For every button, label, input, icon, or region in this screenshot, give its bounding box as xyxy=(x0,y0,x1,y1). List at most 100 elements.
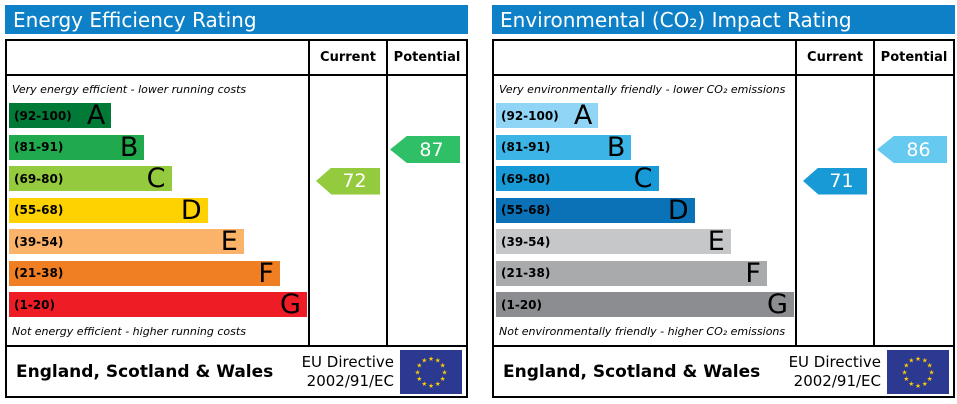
caption-top: Very environmentally friendly - lower CO… xyxy=(499,83,786,96)
svg-text:★: ★ xyxy=(416,361,422,369)
current-rating-arrow: 71 xyxy=(803,167,867,195)
band-row-e: (39-54) E xyxy=(9,226,244,257)
environmental-impact-rating-panel: Environmental (CO₂) Impact Rating Curren… xyxy=(492,5,955,398)
svg-text:★: ★ xyxy=(428,381,434,389)
svg-text:★: ★ xyxy=(415,368,421,376)
current-rating-arrow: 72 xyxy=(316,167,380,195)
band-row-g: (1-20) G xyxy=(496,289,794,320)
band-range-label: (39-54) xyxy=(501,234,551,249)
band-letter: G xyxy=(767,289,788,320)
band-row-f: (21-38) F xyxy=(496,260,767,287)
chart-body: Very environmentally friendly - lower CO… xyxy=(494,76,953,345)
svg-text:★: ★ xyxy=(915,354,921,362)
region-label: England, Scotland & Wales xyxy=(16,361,274,382)
band-range-label: (21-38) xyxy=(14,266,64,280)
header-spacer-cell xyxy=(494,41,797,74)
caption-bottom: Not energy efficient - higher running co… xyxy=(12,325,246,338)
band-row-c: (69-80) C xyxy=(496,163,659,194)
rating-chart: Current Potential Very environmentally f… xyxy=(492,39,955,398)
energy-efficiency-rating-panel: Energy Efficiency Rating Current Potenti… xyxy=(5,5,468,398)
potential-rating-arrow: 86 xyxy=(877,136,947,163)
current-column: 72 xyxy=(310,76,388,345)
potential-rating-arrow: 87 xyxy=(390,136,460,163)
svg-text:★: ★ xyxy=(903,361,909,369)
band-range-label: (69-80) xyxy=(501,171,551,186)
band-row-b: (81-91) B xyxy=(9,131,145,163)
band-letter: C xyxy=(633,163,653,194)
band-letter: D xyxy=(667,194,689,226)
band-range-label: (21-38) xyxy=(501,266,551,280)
potential-column-header: Potential xyxy=(393,50,461,65)
svg-text:★: ★ xyxy=(927,375,933,383)
rating-bands-column: Very environmentally friendly - lower CO… xyxy=(494,76,797,345)
current-column: 71 xyxy=(797,76,875,345)
band-row-e: (39-54) E xyxy=(496,226,731,257)
rating-chart: Current Potential Very energy efficient … xyxy=(5,39,468,398)
band-letter: E xyxy=(220,226,238,257)
svg-text:★: ★ xyxy=(915,381,921,389)
svg-text:★: ★ xyxy=(421,356,427,364)
band-letter: D xyxy=(180,194,202,226)
band-range-label: (1-20) xyxy=(501,297,542,312)
svg-text:★: ★ xyxy=(416,375,422,383)
band-letter: B xyxy=(119,131,139,163)
band-range-label: (55-68) xyxy=(501,203,551,217)
band-range-label: (55-68) xyxy=(14,203,64,217)
rating-bands-column: Very energy efficient - lower running co… xyxy=(7,76,310,345)
band-row-g: (1-20) G xyxy=(9,289,307,320)
potential-column: 87 xyxy=(388,76,466,345)
page-title: Energy Efficiency Rating xyxy=(5,5,468,34)
svg-text:★: ★ xyxy=(902,368,908,376)
band-letter: F xyxy=(258,257,274,289)
current-column-header: Current xyxy=(797,41,875,74)
band-row-d: (55-68) D xyxy=(9,194,208,226)
band-row-b: (81-91) B xyxy=(496,131,632,163)
page-title: Environmental (CO₂) Impact Rating xyxy=(492,5,955,34)
svg-text:★: ★ xyxy=(440,375,446,383)
band-letter: E xyxy=(707,226,725,257)
eu-directive-line1: EU Directive xyxy=(301,352,394,371)
svg-text:★: ★ xyxy=(908,380,914,388)
band-row-a: (92-100) A xyxy=(9,102,112,129)
header-spacer-cell xyxy=(7,41,310,74)
band-row-d: (55-68) D xyxy=(496,194,695,226)
band-range-label: (39-54) xyxy=(14,234,64,249)
svg-text:★: ★ xyxy=(922,356,928,364)
band-letter: A xyxy=(573,100,593,131)
band-row-f: (21-38) F xyxy=(9,257,280,289)
table-header-row: Current Potential xyxy=(7,41,466,76)
svg-text:★: ★ xyxy=(927,361,933,369)
potential-column: 86 xyxy=(875,76,953,345)
svg-text:★: ★ xyxy=(922,380,928,388)
caption-top: Very energy efficient - lower running co… xyxy=(12,83,247,96)
table-header-row: Current Potential xyxy=(494,41,953,76)
band-letter: G xyxy=(280,289,301,320)
svg-text:★: ★ xyxy=(908,356,914,364)
eu-directive-line1: EU Directive xyxy=(788,352,881,371)
eu-directive-line2: 2002/91/EC xyxy=(793,371,881,390)
region-label: England, Scotland & Wales xyxy=(503,361,761,382)
band-range-label: (92-100) xyxy=(501,108,559,123)
table-footer: England, Scotland & Wales EU Directive 2… xyxy=(494,345,953,396)
eu-flag-icon: ★ ★ ★★ ★★ ★★ ★★ ★★ xyxy=(400,349,462,394)
svg-text:★: ★ xyxy=(442,368,448,376)
band-range-label: (1-20) xyxy=(14,297,55,312)
band-range-label: (81-91) xyxy=(501,140,551,154)
svg-text:★: ★ xyxy=(435,380,441,388)
svg-text:★: ★ xyxy=(440,361,446,369)
table-footer: England, Scotland & Wales EU Directive 2… xyxy=(7,345,466,396)
potential-column-header: Potential xyxy=(880,50,948,65)
band-row-c: (69-80) C xyxy=(9,165,172,192)
svg-text:★: ★ xyxy=(421,380,427,388)
band-range-label: (92-100) xyxy=(14,108,72,123)
caption-bottom: Not environmentally friendly - higher CO… xyxy=(499,325,786,338)
band-row-a: (92-100) A xyxy=(496,100,599,131)
svg-text:★: ★ xyxy=(929,368,935,376)
band-range-label: (69-80) xyxy=(14,171,64,186)
eu-directive-line2: 2002/91/EC xyxy=(306,371,394,390)
band-range-label: (81-91) xyxy=(14,140,64,154)
eu-flag-icon: ★ ★ ★★ ★★ ★★ ★★ ★★ xyxy=(887,349,949,394)
chart-body: Very energy efficient - lower running co… xyxy=(7,76,466,345)
band-letter: B xyxy=(606,131,626,163)
